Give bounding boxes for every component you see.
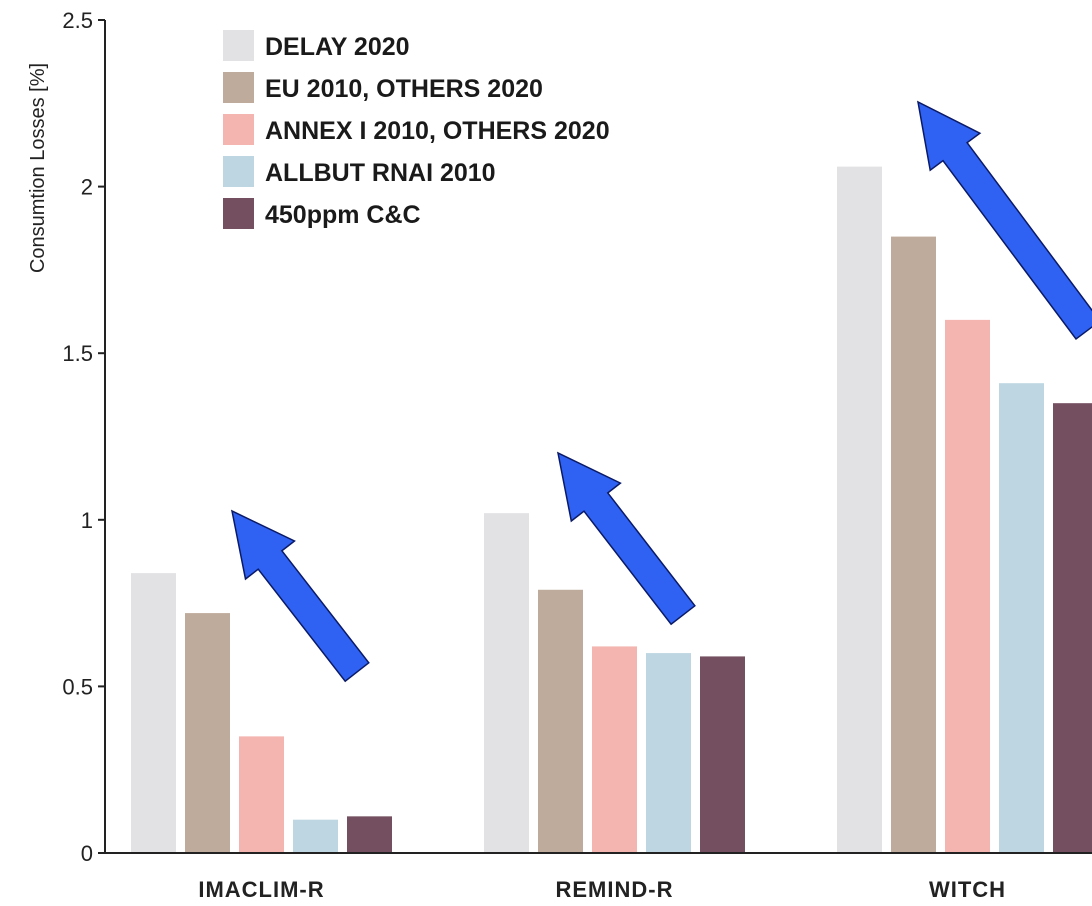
legend: DELAY 2020 EU 2010, OTHERS 2020 ANNEX I 20… [223,30,610,229]
legend-label: ALLBUT RNAI 2010 [265,159,496,187]
bar [484,513,529,853]
y-tick-label: 1 [81,508,93,533]
y-tick-label: 2 [81,175,93,200]
bars-layer [131,166,1092,853]
bar [239,736,284,853]
x-category-label: IMACLIM-R [198,877,324,902]
x-category-label: REMIND-R [556,877,674,902]
arrow-annotations [230,100,1092,683]
bar [999,383,1044,853]
legend-label: DELAY 2020 [265,33,410,61]
arrow-annotation [916,100,1092,341]
bar [185,613,230,853]
bar [1053,403,1092,853]
legend-label: 450ppm C&C [265,201,421,229]
y-tick-label: 0.5 [62,674,93,699]
legend-swatch [223,156,254,187]
arrow-annotation [230,509,370,683]
bar [347,816,392,853]
bar [837,166,882,853]
axes-layer [104,20,1092,854]
legend-swatch [223,72,254,103]
legend-swatch [223,30,254,61]
legend-label: ANNEX I 2010, OTHERS 2020 [265,117,610,145]
x-category-labels: IMACLIM-R REMIND-R WITCH [198,877,1006,902]
bar [700,656,745,853]
legend-swatch [223,114,254,145]
y-ticks: 0 0.5 1 1.5 2 2.5 [62,8,105,866]
bar [945,319,990,853]
y-axis-title: Consumtion Losses [%] [27,63,49,273]
legend-label: EU 2010, OTHERS 2020 [265,75,543,103]
bar [592,646,637,853]
x-category-label: WITCH [929,877,1006,902]
y-tick-label: 1.5 [62,341,93,366]
arrow-annotation [556,451,696,626]
bar [293,819,338,853]
bar [131,573,176,853]
y-tick-label: 0 [81,841,93,866]
y-tick-label: 2.5 [62,8,93,33]
legend-swatch [223,198,254,229]
bar [646,653,691,853]
bar [891,236,936,853]
bar [538,589,583,853]
